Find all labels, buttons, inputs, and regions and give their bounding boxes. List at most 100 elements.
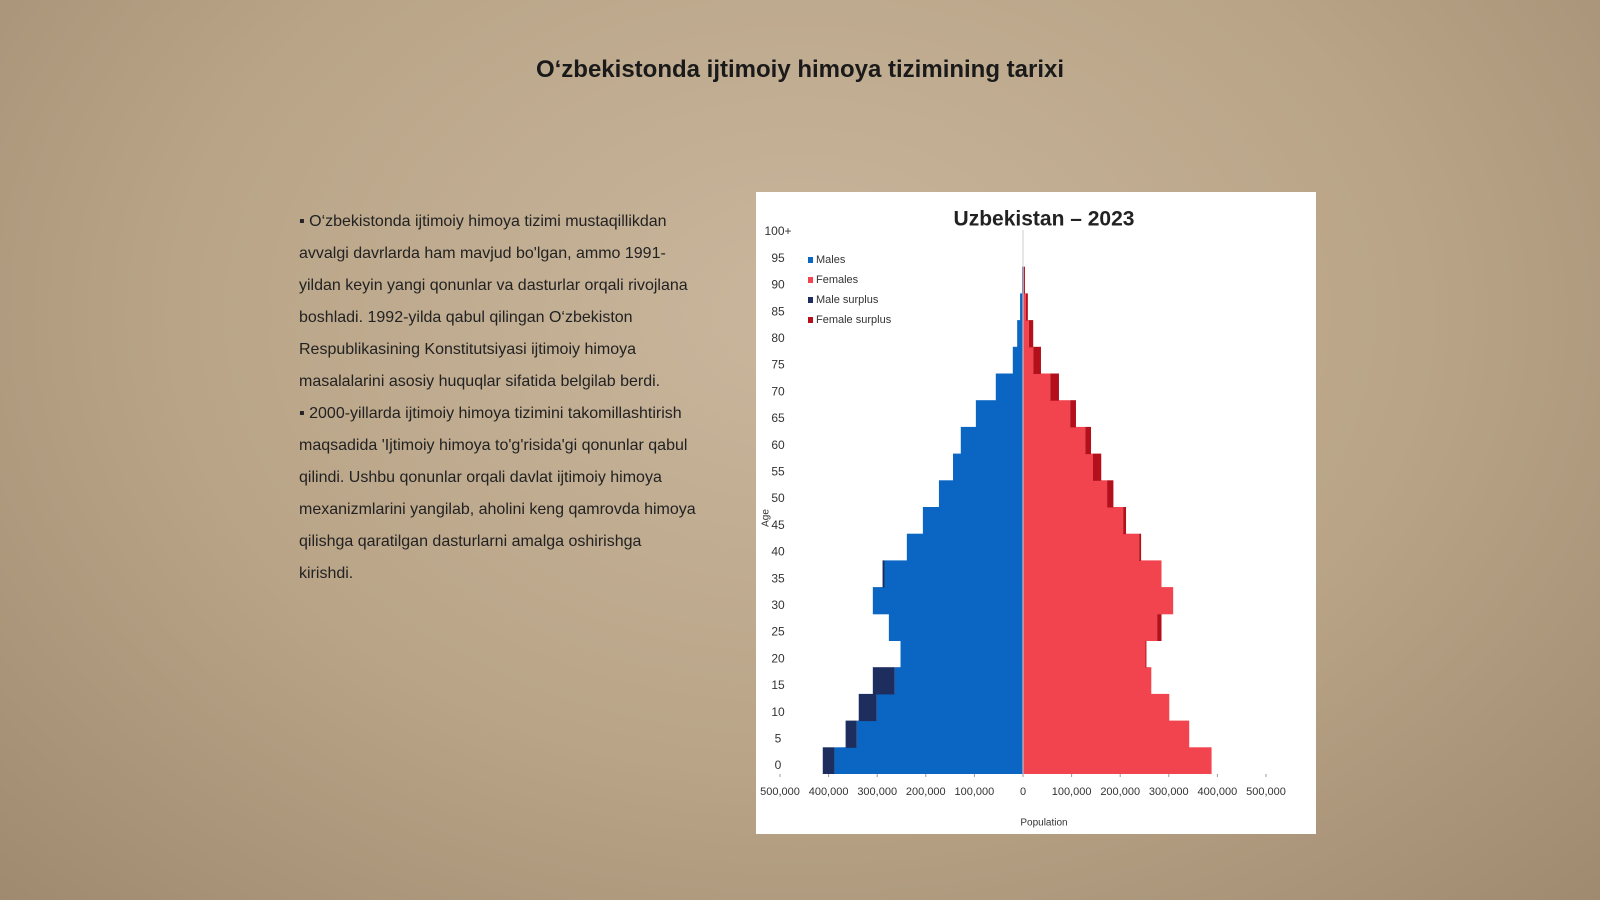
chart: Uzbekistan – 2023 Population Age 0 5 10 15 2…: [760, 208, 1286, 829]
bar: [1025, 293, 1028, 321]
bar: [1023, 560, 1162, 588]
legend-label: Males: [816, 254, 846, 266]
bar: [1023, 667, 1152, 695]
bullet: ▪ O‘zbekistonda ijtimoiy himoya tizimi m…: [299, 213, 688, 390]
bar: [1023, 346, 1034, 374]
y-tick-label: 30: [771, 598, 785, 612]
bar: [900, 640, 1023, 668]
legend-label: Male surplus: [816, 294, 879, 306]
legend-label: Females: [816, 274, 859, 286]
bar: [856, 720, 1023, 748]
y-tick-label: 5: [775, 731, 782, 745]
y-tick-label: 60: [771, 438, 785, 452]
bar: [872, 667, 895, 695]
y-tick-label: 25: [771, 625, 785, 639]
bar: [1157, 613, 1162, 641]
bar: [1023, 587, 1174, 615]
bar: [1023, 266, 1025, 294]
bar: [938, 480, 1023, 508]
y-tick-label: 0: [775, 758, 782, 772]
y-tick-label: 45: [771, 518, 785, 532]
chart-panel: Uzbekistan – 2023 Population Age 0 5 10 15 2…: [756, 192, 1316, 834]
legend-swatch: [808, 317, 813, 323]
legend-label: Female surplus: [816, 314, 892, 326]
y-tick-label: 15: [771, 678, 785, 692]
bar: [1123, 507, 1127, 535]
bar: [922, 507, 1023, 535]
y-tick-label: 50: [771, 491, 785, 505]
bar: [888, 613, 1023, 641]
x-tick-label: 200,000: [1100, 786, 1140, 798]
bar: [1023, 453, 1093, 481]
y-tick-label: 85: [771, 304, 785, 318]
bar: [1023, 320, 1029, 348]
legend-swatch: [808, 297, 813, 303]
text-block: ▪ O‘zbekistonda ijtimoiy himoya tizimi m…: [299, 206, 697, 590]
bar: [953, 453, 1023, 481]
bar: [1139, 533, 1142, 561]
legend-swatch: [808, 257, 813, 263]
bar: [845, 720, 857, 748]
bar: [1023, 480, 1108, 508]
bar: [1023, 373, 1051, 401]
bar: [894, 667, 1023, 695]
y-tick-label: 95: [771, 251, 785, 265]
bar: [995, 373, 1023, 401]
x-tick-label: 400,000: [1198, 786, 1238, 798]
y-tick-label: 10: [771, 705, 785, 719]
bar: [1020, 293, 1023, 321]
y-tick-label: 65: [771, 411, 785, 425]
bar: [1107, 480, 1114, 508]
bar: [858, 693, 877, 722]
bar: [906, 533, 1023, 561]
bar: [822, 747, 835, 774]
y-tick-label: 55: [771, 464, 785, 478]
bar: [1023, 720, 1190, 748]
bar: [960, 426, 1023, 455]
bar: [1092, 453, 1102, 481]
x-tick-label: 100,000: [1052, 786, 1092, 798]
bullet: ▪ 2000-yillarda ijtimoiy himoya tizimini…: [299, 405, 696, 582]
x-tick-label: 100,000: [955, 786, 995, 798]
bar: [1017, 320, 1023, 348]
x-axis-label: Population: [1020, 818, 1067, 829]
bar: [1033, 346, 1041, 374]
bar: [876, 693, 1023, 722]
x-tick-label: 0: [1020, 786, 1026, 798]
y-tick-label: 40: [771, 545, 785, 559]
y-tick-label: 100+: [764, 224, 791, 238]
bar: [1023, 533, 1140, 561]
bar: [882, 560, 885, 588]
bar: [1023, 613, 1158, 641]
x-tick-label: 300,000: [857, 786, 897, 798]
y-tick-label: 70: [771, 384, 785, 398]
bar: [1012, 346, 1023, 374]
y-tick-label: 90: [771, 278, 785, 292]
bar: [1023, 747, 1212, 774]
x-tick-label: 500,000: [760, 786, 800, 798]
y-tick-label: 80: [771, 331, 785, 345]
bar: [1085, 426, 1092, 455]
y-tick-label: 35: [771, 571, 785, 585]
bar: [1028, 320, 1034, 348]
y-axis-label: Age: [761, 509, 772, 527]
bar: [1023, 640, 1146, 668]
x-tick-label: 200,000: [906, 786, 946, 798]
bar: [1023, 426, 1086, 455]
y-tick-label: 20: [771, 651, 785, 665]
bar: [1023, 400, 1071, 428]
bar: [1050, 373, 1059, 401]
bar: [834, 747, 1023, 774]
bar: [1023, 693, 1170, 722]
legend-swatch: [808, 277, 813, 283]
chart-title: Uzbekistan – 2023: [954, 208, 1135, 231]
bar: [1023, 293, 1026, 321]
bar: [1145, 640, 1147, 668]
bar: [872, 587, 1023, 615]
bar: [1023, 507, 1124, 535]
slide-title: O‘zbekistonda ijtimoiy himoya tizimining…: [535, 56, 1065, 83]
bar: [1070, 400, 1076, 428]
bar: [975, 400, 1023, 428]
x-tick-label: 400,000: [809, 786, 849, 798]
